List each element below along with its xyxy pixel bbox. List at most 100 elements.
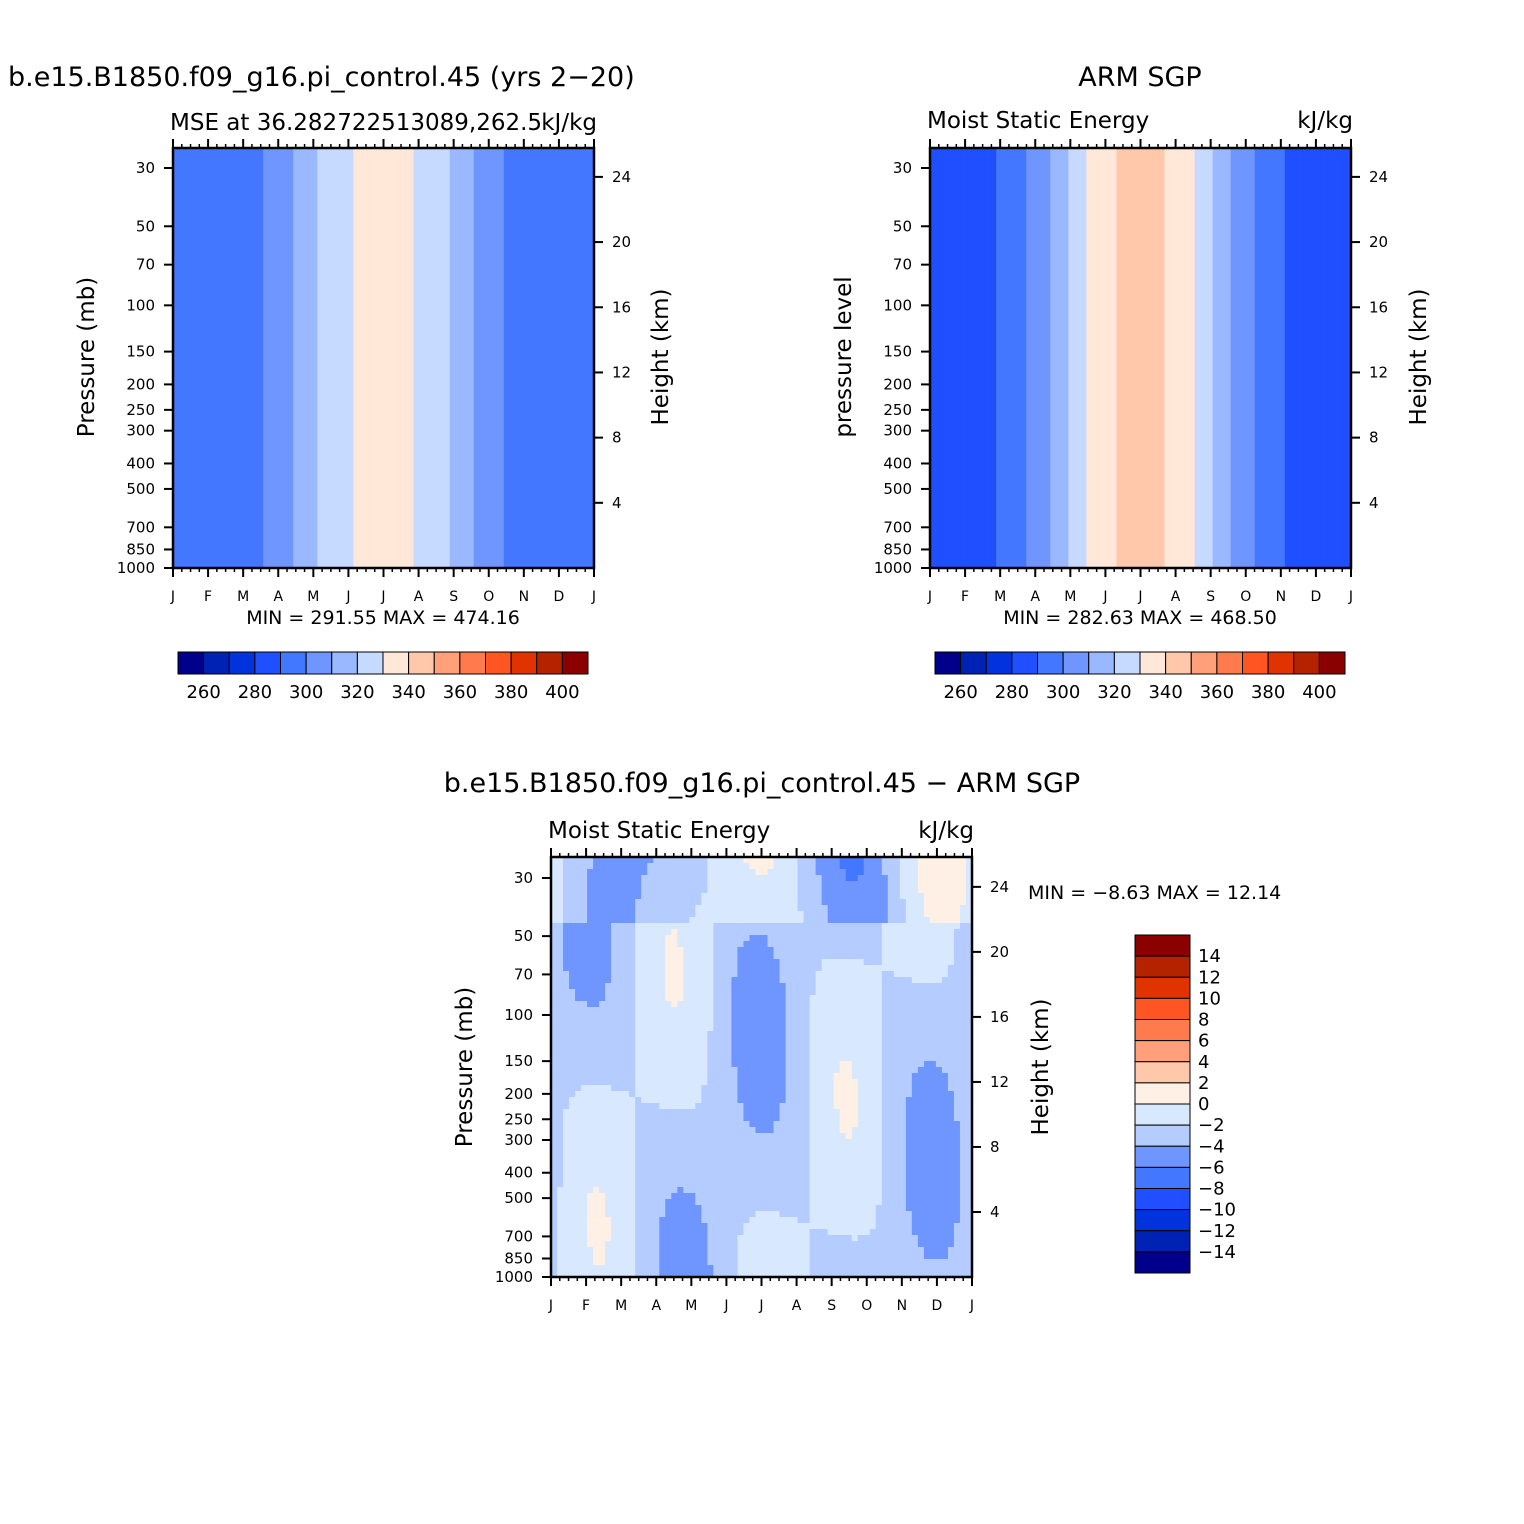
field-cell xyxy=(365,520,373,527)
field-cell xyxy=(587,382,595,389)
field-cell xyxy=(467,418,475,425)
field-cell xyxy=(293,364,300,371)
field-cell xyxy=(497,184,505,191)
field-cell xyxy=(353,148,361,155)
field-cell xyxy=(443,184,451,191)
field-cell xyxy=(305,178,312,185)
field-cell xyxy=(341,496,349,503)
field-cell xyxy=(221,526,228,533)
field-cell xyxy=(359,220,367,227)
field-cell xyxy=(401,148,409,155)
field-cell xyxy=(329,352,336,359)
field-cell xyxy=(509,346,517,353)
field-cell xyxy=(419,406,427,413)
field-cell xyxy=(305,460,312,467)
field-cell xyxy=(275,202,282,209)
field-cell xyxy=(497,448,505,455)
field-cell xyxy=(401,562,409,569)
field-cell xyxy=(479,394,487,401)
field-cell xyxy=(413,520,421,527)
field-cell xyxy=(329,448,336,455)
field-cell xyxy=(359,514,367,521)
field-cell xyxy=(209,166,216,173)
field-cell xyxy=(389,502,397,509)
field-cell xyxy=(485,370,493,377)
field-cell xyxy=(473,292,481,299)
field-cell xyxy=(323,334,330,341)
field-cell xyxy=(443,316,451,323)
field-cell xyxy=(437,364,445,371)
field-cell xyxy=(257,430,264,437)
field-cell xyxy=(395,334,403,341)
field-cell xyxy=(575,304,583,311)
field-cell xyxy=(359,502,367,509)
field-cell xyxy=(221,232,228,239)
field-cell xyxy=(449,472,457,479)
field-cell xyxy=(521,268,529,275)
field-cell xyxy=(401,376,409,383)
field-cell xyxy=(335,196,342,203)
field-cell xyxy=(251,196,258,203)
field-cell xyxy=(251,550,258,557)
field-cell xyxy=(515,370,523,377)
field-cell xyxy=(251,364,258,371)
field-cell xyxy=(257,202,264,209)
field-cell xyxy=(299,394,306,401)
field-cell xyxy=(311,496,318,503)
field-cell xyxy=(581,166,589,173)
field-cell xyxy=(431,238,439,245)
field-cell xyxy=(479,226,487,233)
field-cell xyxy=(239,544,246,551)
field-cell xyxy=(473,184,481,191)
field-cell xyxy=(497,358,505,365)
field-cell xyxy=(383,214,391,221)
field-cell xyxy=(539,196,547,203)
field-cell xyxy=(179,562,186,569)
field-cell xyxy=(263,472,270,479)
field-cell xyxy=(467,538,475,545)
field-cell xyxy=(545,232,553,239)
field-cell xyxy=(347,376,355,383)
field-cell xyxy=(257,280,264,287)
field-cell xyxy=(371,244,379,251)
field-cell xyxy=(503,190,511,197)
field-cell xyxy=(407,472,415,479)
field-cell xyxy=(365,298,373,305)
field-cell xyxy=(173,262,180,269)
field-cell xyxy=(491,316,499,323)
field-cell xyxy=(587,430,595,437)
field-cell xyxy=(209,310,216,317)
field-cell xyxy=(371,466,379,473)
field-cell xyxy=(329,280,336,287)
field-cell xyxy=(509,508,517,515)
field-cell xyxy=(569,256,577,263)
field-cell xyxy=(245,244,252,251)
field-cell xyxy=(365,214,373,221)
field-cell xyxy=(185,562,192,569)
field-cell xyxy=(329,508,336,515)
field-cell xyxy=(305,520,312,527)
field-cell xyxy=(557,538,565,545)
field-cell xyxy=(563,382,571,389)
field-cell xyxy=(515,496,523,503)
field-cell xyxy=(557,208,565,215)
field-cell xyxy=(527,526,535,533)
field-cell xyxy=(527,520,535,527)
field-cell xyxy=(569,334,577,341)
field-cell xyxy=(485,214,493,221)
field-cell xyxy=(251,520,258,527)
field-cell xyxy=(311,244,318,251)
field-cell xyxy=(503,388,511,395)
field-cell xyxy=(485,280,493,287)
field-cell xyxy=(575,478,583,485)
field-cell xyxy=(437,154,445,161)
field-cell xyxy=(467,322,475,329)
field-cell xyxy=(305,322,312,329)
field-cell xyxy=(563,556,571,563)
field-cell xyxy=(371,268,379,275)
field-cell xyxy=(473,262,481,269)
field-cell xyxy=(287,262,294,269)
field-cell xyxy=(395,406,403,413)
field-cell xyxy=(299,424,306,431)
field-cell xyxy=(269,244,276,251)
